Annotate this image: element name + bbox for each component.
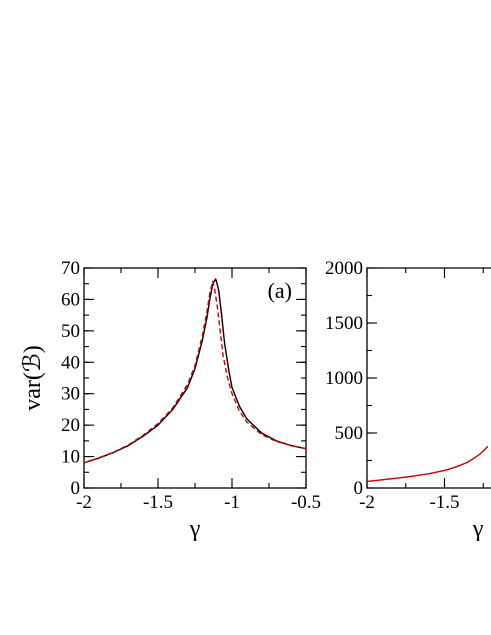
series-group	[84, 278, 306, 464]
x-tick-label: -0.5	[291, 492, 321, 513]
y-tick-label: 0	[354, 478, 364, 499]
plot-frame	[366, 267, 491, 489]
chart-panel-a: -2 -1.5 -1 -0.5 0 10 20 30 40 50 60 70 γ var(ℬ) (a)	[20, 258, 321, 542]
y-tick-label: 500	[335, 423, 364, 444]
y-tick-label: 1000	[325, 368, 363, 389]
y-tick-label: 2000	[325, 258, 363, 279]
x-tick-label: -2	[359, 492, 375, 513]
series-line	[367, 445, 489, 483]
y-tick-label: 50	[61, 321, 80, 342]
chart-panel-b: -2 -1.5 0 500 1000 1500 2000 γ	[325, 258, 491, 542]
series-line-dashed	[84, 280, 306, 464]
x-tick-label: -1.5	[429, 492, 459, 513]
y-tick-label: 70	[61, 258, 80, 279]
series-group	[367, 445, 489, 483]
y-tick-label: 40	[61, 352, 80, 373]
y-tick-label: 10	[61, 447, 80, 468]
x-tick-label: -1.5	[143, 492, 173, 513]
x-axis-label: γ	[189, 516, 201, 542]
y-axis-label: var(ℬ)	[20, 345, 46, 411]
x-tick-label: -1	[224, 492, 240, 513]
y-tick-label: 1500	[325, 313, 363, 334]
x-axis-label: γ	[472, 516, 484, 542]
panel-label: (a)	[268, 278, 292, 303]
y-tick-label: 0	[71, 478, 81, 499]
series-line	[84, 278, 306, 464]
y-tick-label: 30	[61, 384, 80, 405]
x-tick-label: -2	[76, 492, 92, 513]
y-tick-label: 20	[61, 415, 80, 436]
y-tick-label: 60	[61, 289, 80, 310]
